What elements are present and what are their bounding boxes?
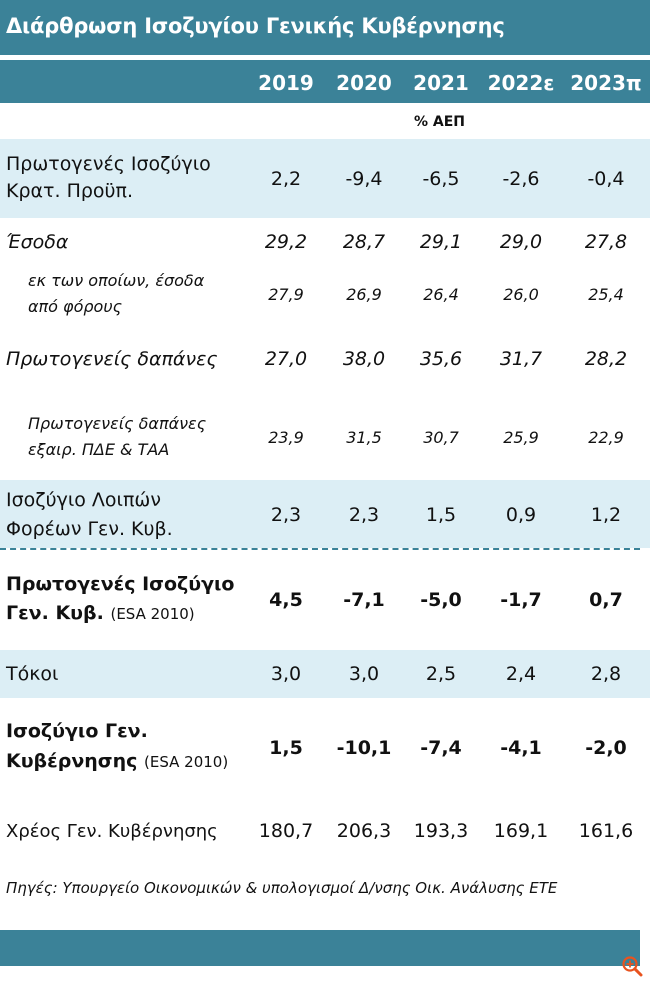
cell-value: 26,4 bbox=[423, 285, 459, 304]
cell-value: 35,6 bbox=[419, 348, 463, 370]
row-label-main: Κυβέρνησης bbox=[6, 750, 138, 772]
footer-bar bbox=[0, 930, 640, 966]
cell-value: -6,5 bbox=[422, 168, 460, 190]
year-header: 2023π bbox=[570, 71, 642, 95]
row-label: Τόκοι bbox=[6, 663, 59, 685]
cell-value: 38,0 bbox=[342, 348, 386, 370]
cell-value: 1,5 bbox=[425, 504, 457, 526]
cell-value: -9,4 bbox=[345, 168, 383, 190]
cell-value: 29,0 bbox=[499, 231, 543, 253]
row-band bbox=[0, 480, 650, 548]
row-label: Κυβέρνησης (ESA 2010) bbox=[6, 748, 228, 776]
cell-value: 0,7 bbox=[589, 589, 623, 611]
cell-value: 22,9 bbox=[588, 428, 624, 447]
year-header: 2022ε bbox=[487, 71, 555, 95]
title-bar: Διάρθρωση Ισοζυγίου Γενικής Κυβέρνησης bbox=[0, 0, 650, 55]
cell-value: 206,3 bbox=[336, 820, 392, 842]
cell-value: 0,9 bbox=[505, 504, 537, 526]
row-label: Φορέων Γεν. Κυβ. bbox=[6, 518, 173, 540]
cell-value: 2,3 bbox=[270, 504, 302, 526]
cell-value: 161,6 bbox=[578, 820, 634, 842]
cell-value: -2,0 bbox=[585, 737, 627, 759]
cell-value: 1,5 bbox=[269, 737, 303, 759]
row-label: Ισοζύγιο Γεν. bbox=[6, 720, 148, 742]
cell-value: -1,7 bbox=[500, 589, 542, 611]
cell-value: 169,1 bbox=[493, 820, 549, 842]
cell-value: 180,7 bbox=[258, 820, 314, 842]
cell-value: 2,8 bbox=[590, 663, 622, 685]
year-header: 2021 bbox=[413, 71, 469, 95]
row-label-main: Γεν. Κυβ. bbox=[6, 602, 104, 624]
source-note: Πηγές: Υπουργείο Οικονομικών & υπολογισμ… bbox=[6, 879, 558, 897]
cell-value: 29,1 bbox=[419, 231, 463, 253]
zoom-in-icon[interactable] bbox=[621, 955, 643, 977]
cell-value: 25,9 bbox=[503, 428, 539, 447]
cell-value: 27,9 bbox=[268, 285, 304, 304]
cell-value: 23,9 bbox=[268, 428, 304, 447]
row-label: εξαιρ. ΠΔΕ & ΤΑΑ bbox=[28, 440, 170, 459]
cell-value: 28,2 bbox=[584, 348, 628, 370]
cell-value: 2,2 bbox=[270, 168, 302, 190]
row-label: Πρωτογενείς δαπάνες bbox=[6, 348, 218, 370]
row-band bbox=[0, 139, 650, 218]
cell-value: -5,0 bbox=[420, 589, 462, 611]
cell-value: -7,1 bbox=[343, 589, 385, 611]
cell-value: 193,3 bbox=[413, 820, 469, 842]
year-header: 2020 bbox=[336, 71, 392, 95]
cell-value: 2,3 bbox=[348, 504, 380, 526]
cell-value: 28,7 bbox=[342, 231, 386, 253]
row-band bbox=[0, 650, 650, 698]
cell-value: -7,4 bbox=[420, 737, 462, 759]
cell-value: 31,5 bbox=[346, 428, 382, 447]
cell-value: 27,8 bbox=[584, 231, 628, 253]
unit-label: % ΑΕΠ bbox=[414, 114, 466, 130]
row-label: Έσοδα bbox=[6, 231, 69, 253]
cell-value: 2,5 bbox=[425, 663, 457, 685]
row-label: Χρέος Γεν. Κυβέρνησης bbox=[6, 821, 218, 842]
row-label: Πρωτογενείς δαπάνες bbox=[28, 414, 207, 433]
cell-value: 2,4 bbox=[505, 663, 537, 685]
row-label: Γεν. Κυβ. (ESA 2010) bbox=[6, 600, 195, 628]
cell-value: 3,0 bbox=[270, 663, 302, 685]
cell-value: 31,7 bbox=[499, 348, 543, 370]
row-label: Πρωτογενές Ισοζύγιο bbox=[6, 573, 235, 595]
row-label: από φόρους bbox=[28, 297, 122, 316]
esa-note: (ESA 2010) bbox=[144, 753, 229, 771]
year-header-bar bbox=[0, 60, 650, 103]
row-label: Ισοζύγιο Λοιπών bbox=[6, 489, 161, 511]
cell-value: -2,6 bbox=[502, 168, 540, 190]
cell-value: 25,4 bbox=[588, 285, 624, 304]
dashed-divider bbox=[0, 548, 640, 550]
year-header: 2019 bbox=[258, 71, 314, 95]
table-title: Διάρθρωση Ισοζυγίου Γενικής Κυβέρνησης bbox=[6, 14, 505, 38]
cell-value: 26,9 bbox=[346, 285, 382, 304]
row-label: εκ των οποίων, έσοδα bbox=[28, 271, 205, 290]
esa-note: (ESA 2010) bbox=[110, 605, 195, 623]
cell-value: 29,2 bbox=[264, 231, 308, 253]
cell-value: 1,2 bbox=[590, 504, 622, 526]
cell-value: 3,0 bbox=[348, 663, 380, 685]
cell-value: 4,5 bbox=[269, 589, 303, 611]
cell-value: -4,1 bbox=[500, 737, 542, 759]
row-label: Πρωτογενές Ισοζύγιο bbox=[6, 153, 211, 175]
cell-value: -0,4 bbox=[587, 168, 625, 190]
cell-value: 30,7 bbox=[423, 428, 459, 447]
cell-value: 27,0 bbox=[264, 348, 308, 370]
cell-value: -10,1 bbox=[336, 737, 392, 759]
row-label: Κρατ. Προϋπ. bbox=[6, 180, 134, 202]
cell-value: 26,0 bbox=[503, 285, 539, 304]
